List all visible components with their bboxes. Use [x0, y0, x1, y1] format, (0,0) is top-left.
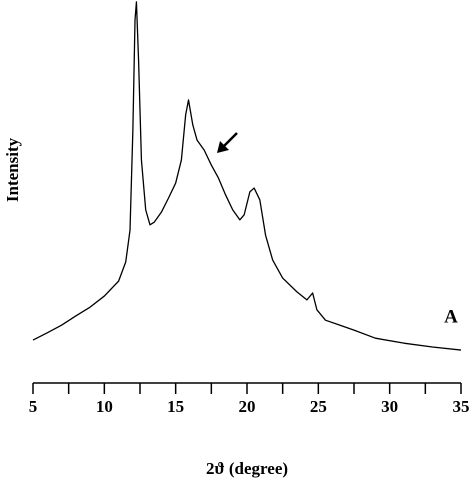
x-tick-label: 15 [167, 397, 184, 416]
x-tick-label: 5 [29, 397, 38, 416]
x-axis-label: 2ϑ (degree) [206, 459, 288, 478]
x-tick-label: 10 [96, 397, 113, 416]
x-tick-label: 25 [310, 397, 327, 416]
arrow [217, 132, 238, 153]
x-tick-label: 35 [453, 397, 470, 416]
data-line [32, 1, 462, 351]
y-axis-label: Intensity [3, 137, 22, 202]
annotation: A [444, 306, 458, 327]
x-tick-label: 30 [381, 397, 398, 416]
x-tick-label: 20 [239, 397, 256, 416]
